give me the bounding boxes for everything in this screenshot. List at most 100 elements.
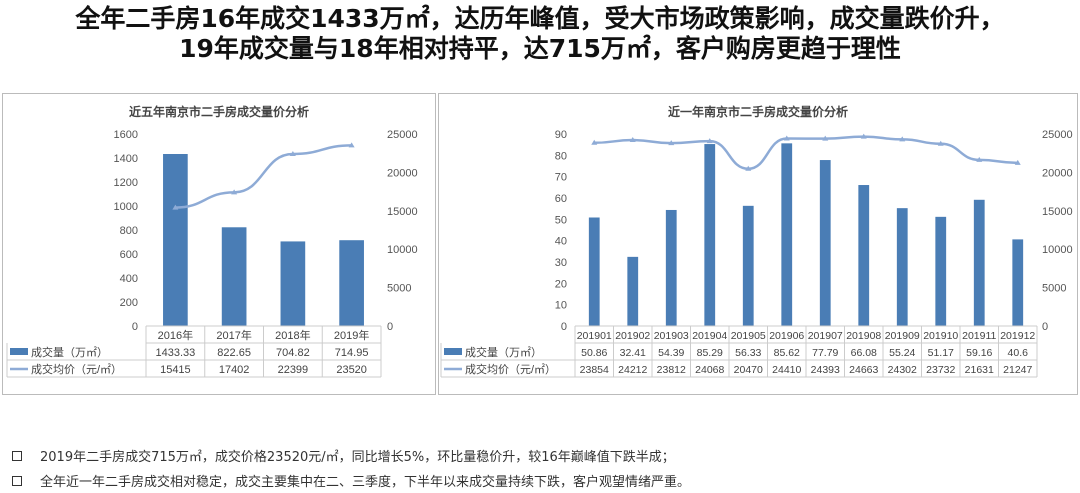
price-marker [289,150,296,156]
bar [858,185,870,326]
legend-price-label: 成交均价（元/㎡） [465,362,556,376]
legend-price-label: 成交均价（元/㎡） [31,362,122,376]
y2-tick-label: 15000 [387,206,418,218]
volume-value: 40.6 [1008,347,1029,359]
category-label: 201910 [923,330,958,342]
bar [935,216,947,326]
price-marker [1014,159,1021,165]
price-line [175,144,352,209]
bar [588,217,600,326]
price-value: 21631 [965,364,994,376]
y-tick-label: 50 [555,214,567,226]
volume-value: 59.16 [966,347,992,359]
category-label: 2018年 [275,328,310,342]
price-marker [668,140,675,146]
bar [819,160,831,326]
legend-volume-label: 成交量（万㎡） [31,345,108,359]
price-marker [937,140,944,146]
price-marker [860,133,867,139]
bar [339,240,364,326]
price-value: 24663 [849,364,878,376]
bullet-list: 2019年二手房成交715万㎡，成交价格23520元/㎡，同比增长5%，环比量稳… [12,443,690,493]
volume-value: 1433.33 [155,347,195,359]
five-year-chart-panel: 近五年南京市二手房成交量价分析 0 200 400 600 800 1000 1200 1400… [2,93,436,395]
price-marker [348,142,355,148]
category-label: 2017年 [216,328,251,342]
legend-volume-label: 成交量（万㎡） [465,345,542,359]
category-label: 201907 [808,330,843,342]
volume-value: 704.82 [276,347,310,359]
price-value: 24068 [695,364,724,376]
legend-bar-icon [10,348,28,355]
y-tick-label: 90 [555,129,567,141]
y-tick-label: 60 [555,193,567,205]
volume-value: 32.41 [620,347,646,359]
price-value: 24393 [811,364,840,376]
price-marker [629,137,636,143]
bar [896,208,908,326]
y2-tick-label: 20000 [1042,167,1073,179]
category-label: 201902 [615,330,650,342]
price-value: 21247 [1003,364,1032,376]
bullet-text: 全年近一年二手房成交相对稳定，成交主要集中在二、三季度，下半年以来成交量持续下跌… [40,475,691,490]
y2-tick-label: 10000 [387,244,418,256]
one-year-chart: 近一年南京市二手房成交量价分析 0 10 20 30 40 50 60 70 80 90 0 5000 1… [440,104,1073,378]
price-value: 20470 [734,364,763,376]
volume-value: 51.17 [928,347,954,359]
price-value: 24410 [772,364,801,376]
price-value: 15415 [160,364,191,376]
y2-tick-label: 5000 [1042,283,1066,295]
category-label: 201901 [577,330,612,342]
price-marker [231,189,238,195]
price-marker [783,135,790,141]
price-marker [822,135,829,141]
volume-value: 54.39 [658,347,684,359]
y-tick-label: 1200 [114,177,138,189]
bullet-text: 2019年二手房成交715万㎡，成交价格23520元/㎡，同比增长5%，环比量稳… [40,450,675,465]
headline-line1: 全年二手房16年成交1433万㎡，达历年峰值，受大市场政策影响，成交量跌价升， [75,4,1005,33]
bar [704,144,716,326]
y2-tick-label: 20000 [387,167,418,179]
price-value: 23520 [336,364,367,376]
y2-tick-label: 25000 [387,129,418,141]
y-tick-label: 800 [120,225,138,237]
category-label: 201906 [769,330,804,342]
y2-tick-label: 10000 [1042,244,1073,256]
category-label: 201912 [1000,330,1035,342]
square-bullet-icon [12,475,22,486]
square-bullet-icon [12,450,22,461]
y2-tick-label: 5000 [387,283,411,295]
y-tick-label: 10 [555,300,567,312]
price-marker [899,136,906,142]
volume-value: 55.24 [889,347,915,359]
price-marker [976,156,983,162]
volume-value: 66.08 [851,347,877,359]
price-marker [591,139,598,145]
volume-value: 85.62 [774,347,800,359]
y-tick-label: 1000 [114,201,138,213]
y-tick-label: 400 [120,273,138,285]
price-value: 23812 [657,364,686,376]
bar [742,205,754,326]
y2-tick-label: 0 [1042,321,1048,333]
chart-title: 近一年南京市二手房成交量价分析 [668,104,848,119]
volume-value: 77.79 [812,347,838,359]
price-line [594,135,1018,171]
price-value: 17402 [219,364,250,376]
volume-value: 85.29 [697,347,723,359]
category-label: 201905 [731,330,766,342]
bar [1012,239,1024,326]
bar [280,241,306,326]
price-marker [172,204,179,210]
volume-value: 50.86 [581,347,607,359]
y2-tick-label: 15000 [1042,206,1073,218]
price-value: 24212 [618,364,647,376]
chart-title: 近五年南京市二手房成交量价分析 [129,104,309,119]
price-value: 24302 [888,364,917,376]
headline-line2: 19年成交量与18年相对持平，达715万㎡，客户购房更趋于理性 [179,34,901,63]
y-tick-label: 80 [555,150,567,162]
y-tick-label: 70 [555,172,567,184]
bar [781,143,793,326]
y-tick-label: 200 [120,297,138,309]
y-tick-label: 600 [120,249,138,261]
